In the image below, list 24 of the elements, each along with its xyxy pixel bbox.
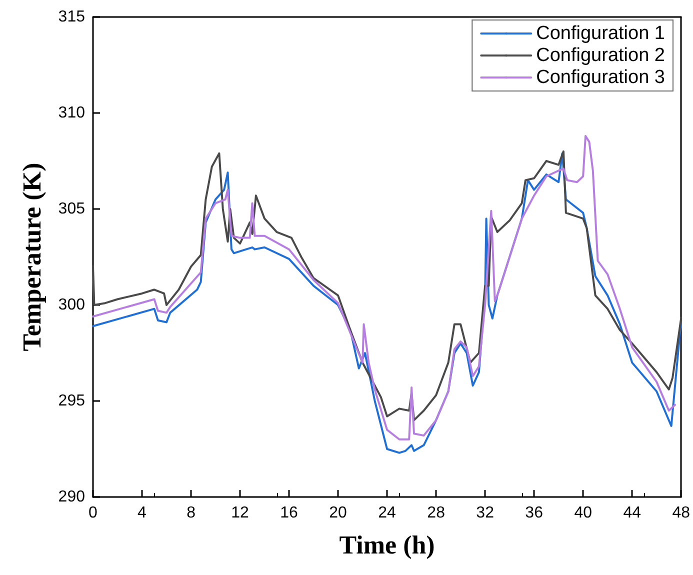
x-tick-label: 20 <box>329 504 348 522</box>
legend-label: Configuration 3 <box>536 67 666 88</box>
x-tick-label: 8 <box>186 504 196 522</box>
x-tick-label: 12 <box>231 504 250 522</box>
y-axis-title: Temperature (K) <box>18 162 46 352</box>
x-tick-label: 40 <box>574 504 592 522</box>
x-tick-label: 4 <box>138 504 147 522</box>
legend-label: Configuration 2 <box>536 45 666 66</box>
y-tick-label: 310 <box>58 104 86 122</box>
x-tick-label: 44 <box>623 504 642 522</box>
y-tick-label: 295 <box>58 392 86 410</box>
y-tick-label: 315 <box>58 8 86 26</box>
legend-label: Configuration 1 <box>536 23 666 44</box>
y-tick-label: 305 <box>58 200 86 218</box>
y-tick-label: 300 <box>58 296 86 314</box>
x-tick-label: 36 <box>525 504 544 522</box>
x-tick-label: 48 <box>672 504 690 522</box>
x-tick-label: 28 <box>427 504 446 522</box>
x-tick-label: 16 <box>280 504 298 522</box>
x-axis-title: Time (h) <box>339 530 435 560</box>
x-tick-label: 32 <box>476 504 494 522</box>
x-tick-label: 0 <box>88 504 98 522</box>
x-tick-label: 24 <box>378 504 396 522</box>
y-tick-label: 290 <box>58 488 86 506</box>
